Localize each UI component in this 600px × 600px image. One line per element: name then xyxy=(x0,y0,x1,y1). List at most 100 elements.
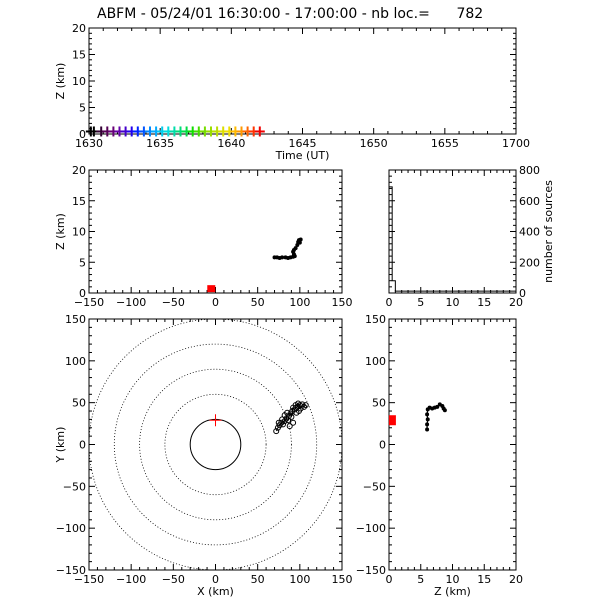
source-marker xyxy=(273,428,280,435)
plot-frame xyxy=(88,318,343,571)
y-tick-label: −100 xyxy=(356,522,386,535)
source-marker xyxy=(425,422,430,427)
source-marker xyxy=(442,408,447,413)
range-ring xyxy=(139,368,292,521)
x-axis-title: Z (km) xyxy=(434,585,471,598)
y-tick-label: −50 xyxy=(363,480,386,493)
y-tick-label: 5 xyxy=(79,256,86,269)
y-tick-label: 20 xyxy=(72,164,86,177)
x-tick-label: 15 xyxy=(477,296,491,309)
y-tick-label: −50 xyxy=(63,480,86,493)
station-marker xyxy=(388,415,396,426)
x-tick-label: 0 xyxy=(212,573,219,586)
y-axis-title: number of sources xyxy=(542,180,555,283)
source-marker xyxy=(298,237,303,242)
x-tick-label: 0 xyxy=(212,296,219,309)
y-tick-label: 20 xyxy=(72,22,86,35)
y-axis-title: Z (km) xyxy=(54,213,67,250)
y-tick-label: 5 xyxy=(79,102,86,115)
plot-frame xyxy=(88,169,343,294)
source-marker xyxy=(280,255,285,260)
x-tick-label: −100 xyxy=(116,296,146,309)
y-axis-title: Y (km) xyxy=(54,427,67,464)
plot-frame xyxy=(388,169,517,294)
x-tick-label: 1640 xyxy=(217,137,245,150)
source-marker xyxy=(286,423,293,430)
range-ring xyxy=(88,318,343,571)
y-tick-label: 150 xyxy=(65,313,86,326)
x-tick-label: 100 xyxy=(289,296,310,309)
source-marker xyxy=(293,246,298,251)
source-marker xyxy=(295,243,300,248)
range-ring xyxy=(189,418,242,471)
x-tick-label: 1630 xyxy=(75,137,103,150)
x-tick-label: 1650 xyxy=(360,137,388,150)
x-tick-label: 1645 xyxy=(289,137,317,150)
y-tick-label: 0 xyxy=(519,287,526,300)
x-tick-label: −50 xyxy=(162,296,185,309)
source-marker xyxy=(279,416,286,423)
plot-frame xyxy=(388,318,517,571)
x-tick-label: 0 xyxy=(386,573,393,586)
x-tick-label: 15 xyxy=(477,573,491,586)
panel-height-y: 0 5 10 15 20 −150 −100 −50 0 50 100 150 Z (km) xyxy=(356,313,523,598)
y-tick-label: 50 xyxy=(372,397,386,410)
x-axis-title: Time (UT) xyxy=(275,149,330,162)
x-tick-label: 50 xyxy=(251,573,265,586)
source-marker xyxy=(290,419,297,426)
range-ring xyxy=(113,343,318,546)
x-tick-label: −50 xyxy=(162,573,185,586)
range-ring xyxy=(164,393,267,496)
y-tick-label: −150 xyxy=(56,564,86,577)
figure-title: ABFM - 05/24/01 16:30:00 - 17:00:00 - nb… xyxy=(97,6,483,22)
y-tick-label: 200 xyxy=(519,256,540,269)
y-tick-label: 10 xyxy=(72,226,86,239)
station-marker xyxy=(207,285,216,293)
x-tick-label: −100 xyxy=(116,573,146,586)
x-tick-label: 5 xyxy=(417,296,424,309)
x-tick-label: 1700 xyxy=(502,137,530,150)
y-tick-label: 15 xyxy=(72,195,86,208)
y-tick-label: 100 xyxy=(365,355,386,368)
source-track xyxy=(275,402,307,432)
panel-plan-view: −150 −100 −50 0 50 100 150 −150 −100 −50 0 50 100 150… xyxy=(54,313,353,598)
x-tick-label: 20 xyxy=(509,296,523,309)
y-tick-label: 10 xyxy=(72,75,86,88)
y-tick-label: 600 xyxy=(519,195,540,208)
y-tick-label: 0 xyxy=(79,439,86,452)
x-tick-label: 10 xyxy=(446,573,460,586)
y-tick-label: 50 xyxy=(72,397,86,410)
plot-frame xyxy=(88,27,517,135)
y-tick-label: −150 xyxy=(356,564,386,577)
source-marker xyxy=(425,427,430,432)
y-tick-label: 400 xyxy=(519,226,540,239)
source-marker xyxy=(425,412,430,417)
x-tick-label: 100 xyxy=(289,573,310,586)
x-tick-label: 10 xyxy=(446,296,460,309)
source-marker xyxy=(297,240,302,245)
x-tick-label: 20 xyxy=(509,573,523,586)
panel-time-height: 1630 1635 1640 1645 1650 1655 1700 0 5 10 15 20 Time… xyxy=(54,22,530,162)
source-marker xyxy=(425,417,430,422)
x-tick-label: −150 xyxy=(74,296,104,309)
panel-x-height: −150 −100 −50 0 50 100 150 0 5 10 15 20 Z (km) xyxy=(54,164,353,309)
y-tick-label: 15 xyxy=(72,49,86,62)
y-tick-label: 0 xyxy=(79,287,86,300)
y-tick-label: 100 xyxy=(65,355,86,368)
y-tick-label: 800 xyxy=(519,164,540,177)
y-tick-label: 0 xyxy=(379,439,386,452)
y-axis-title: Z (km) xyxy=(54,63,67,100)
y-tick-label: −100 xyxy=(56,522,86,535)
source-marker xyxy=(435,404,440,409)
y-tick-label: 150 xyxy=(365,313,386,326)
histogram-bars xyxy=(388,186,516,293)
source-marker xyxy=(295,400,302,407)
y-tick-label: 0 xyxy=(79,128,86,141)
source-marker xyxy=(281,412,288,419)
x-tick-label: −150 xyxy=(74,573,104,586)
x-axis-title: X (km) xyxy=(197,585,234,598)
x-tick-label: 1655 xyxy=(431,137,459,150)
x-tick-label: 0 xyxy=(386,296,393,309)
